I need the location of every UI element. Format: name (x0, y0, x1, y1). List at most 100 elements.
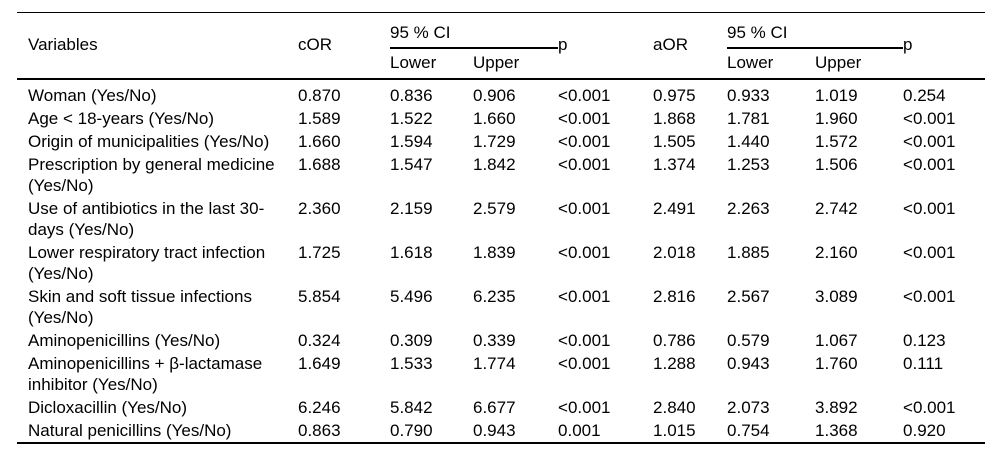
cell-cor: 1.589 (298, 108, 341, 128)
cell-variable: Dicloxacillin (Yes/No) (28, 397, 188, 417)
col-header-cor-ci-lower: Lower (390, 47, 473, 80)
cell-cor-lower: 5.842 (390, 397, 433, 417)
cell-aor: 2.491 (653, 198, 696, 218)
cell-variable: Aminopenicillins (Yes/No) (28, 330, 221, 350)
cell-cor-p: <0.001 (558, 286, 611, 306)
cell-cor-lower: 0.836 (390, 85, 433, 105)
cell-aor-upper: 1.760 (815, 353, 858, 373)
col-header-aor-ci: 95 % CI (727, 12, 904, 49)
cell-cor-p: <0.001 (558, 330, 611, 350)
cell-cor-upper: 1.839 (473, 242, 516, 262)
cell-cor-p: 0.001 (558, 420, 601, 440)
cell-cor-p: <0.001 (558, 198, 611, 218)
cell-cor-p: <0.001 (558, 242, 611, 262)
col-header-cor-ci-upper: Upper (473, 47, 559, 80)
cell-cor-upper: 6.677 (473, 397, 516, 417)
cell-aor-lower: 2.263 (727, 198, 770, 218)
cell-aor-p: 0.254 (903, 85, 946, 105)
cell-aor: 1.015 (653, 420, 696, 440)
cell-aor-upper: 2.742 (815, 198, 858, 218)
cell-cor: 0.324 (298, 330, 341, 350)
cell-aor-upper: 1.019 (815, 85, 858, 105)
table-row: Woman (Yes/No) 0.870 0.836 0.906 <0.001 0.975… (17, 79, 985, 107)
table-row: Lower respiratory tract infection (Yes/N… (17, 241, 985, 285)
cell-cor-lower: 1.533 (390, 353, 433, 373)
cell-aor-upper: 1.067 (815, 330, 858, 350)
col-header-aor-p: p (903, 12, 986, 80)
cell-aor: 1.868 (653, 108, 696, 128)
cell-cor-upper: 1.729 (473, 131, 516, 151)
table-body: Woman (Yes/No) 0.870 0.836 0.906 <0.001 0.975… (17, 79, 985, 443)
cell-aor-p: 0.123 (903, 330, 946, 350)
cell-cor-upper: 0.943 (473, 420, 516, 440)
cell-variable: Prescription by general medicine (Yes/No… (28, 154, 275, 195)
cell-cor-lower: 1.547 (390, 154, 433, 174)
table-row: Origin of municipalities (Yes/No) 1.660 1.… (17, 130, 985, 153)
odds-ratios-table: Variables cOR 95 % CI p aOR 95 % CI p Lo… (17, 12, 986, 444)
cell-aor-lower: 0.579 (727, 330, 770, 350)
cell-aor-p: <0.001 (903, 198, 956, 218)
cell-aor-lower: 0.943 (727, 353, 770, 373)
col-header-aor-ci-lower: Lower (727, 47, 816, 80)
cell-aor-upper: 3.089 (815, 286, 858, 306)
cell-aor: 1.505 (653, 131, 696, 151)
cell-cor-lower: 2.159 (390, 198, 433, 218)
paper-table-page: Variables cOR 95 % CI p aOR 95 % CI p Lo… (17, 12, 986, 444)
table-row: Natural penicillins (Yes/No) 0.863 0.790 0.… (17, 419, 985, 443)
cell-aor-p: <0.001 (903, 154, 956, 174)
cell-cor-lower: 1.522 (390, 108, 433, 128)
table-row: Aminopenicillins + β-lactamase inhibitor… (17, 352, 985, 396)
cell-variable: Natural penicillins (Yes/No) (28, 420, 232, 440)
cell-aor-p: <0.001 (903, 286, 956, 306)
header-row-top: Variables cOR 95 % CI p aOR 95 % CI p (17, 12, 986, 80)
cell-variable: Age < 18-years (Yes/No) (28, 108, 214, 128)
cell-cor-p: <0.001 (558, 131, 611, 151)
cell-cor-upper: 6.235 (473, 286, 516, 306)
cell-aor-lower: 0.933 (727, 85, 770, 105)
cell-cor-lower: 1.618 (390, 242, 433, 262)
cell-aor-upper: 1.960 (815, 108, 858, 128)
cell-aor-p: <0.001 (903, 397, 956, 417)
cell-aor: 0.975 (653, 85, 696, 105)
cell-aor-p: 0.920 (903, 420, 946, 440)
cell-aor-lower: 1.885 (727, 242, 770, 262)
cell-aor-upper: 2.160 (815, 242, 858, 262)
col-header-cor-ci: 95 % CI (390, 12, 559, 49)
header-row-sub: Lower Upper Lower Upper (17, 47, 985, 80)
cell-aor: 1.288 (653, 353, 696, 373)
cell-aor-lower: 2.073 (727, 397, 770, 417)
cell-cor-lower: 0.309 (390, 330, 433, 350)
cell-cor-lower: 5.496 (390, 286, 433, 306)
cell-aor-lower: 1.440 (727, 131, 770, 151)
cell-cor: 0.870 (298, 85, 341, 105)
cell-aor-upper: 1.506 (815, 154, 858, 174)
cell-aor: 2.840 (653, 397, 696, 417)
cell-cor-upper: 1.774 (473, 353, 516, 373)
table-row: Use of antibiotics in the last 30-days (… (17, 197, 985, 241)
table-row: Aminopenicillins (Yes/No) 0.324 0.309 0.339… (17, 329, 985, 352)
cell-aor-upper: 1.572 (815, 131, 858, 151)
cell-aor-p: <0.001 (903, 242, 956, 262)
cell-cor: 1.660 (298, 131, 341, 151)
cell-aor-lower: 1.253 (727, 154, 770, 174)
cell-variable: Aminopenicillins + β-lactamase inhibitor… (28, 353, 263, 394)
cell-cor: 0.863 (298, 420, 341, 440)
cell-cor-upper: 1.842 (473, 154, 516, 174)
cell-cor-p: <0.001 (558, 108, 611, 128)
cell-aor: 2.816 (653, 286, 696, 306)
cell-cor-upper: 0.339 (473, 330, 516, 350)
col-header-aor: aOR (653, 12, 728, 80)
cell-aor-upper: 3.892 (815, 397, 858, 417)
cell-cor-p: <0.001 (558, 85, 611, 105)
table-row: Dicloxacillin (Yes/No) 6.246 5.842 6.677 <0.… (17, 396, 985, 419)
col-header-variables: Variables (17, 12, 298, 80)
col-header-cor-p: p (558, 12, 654, 80)
cell-aor-p: <0.001 (903, 108, 956, 128)
cell-variable: Skin and soft tissue infections (Yes/No) (28, 286, 252, 327)
col-header-aor-ci-upper: Upper (815, 47, 904, 80)
cell-cor-lower: 1.594 (390, 131, 433, 151)
cell-aor-lower: 0.754 (727, 420, 770, 440)
cell-variable: Use of antibiotics in the last 30-days (… (28, 198, 265, 239)
cell-cor: 2.360 (298, 198, 341, 218)
cell-cor: 1.649 (298, 353, 341, 373)
